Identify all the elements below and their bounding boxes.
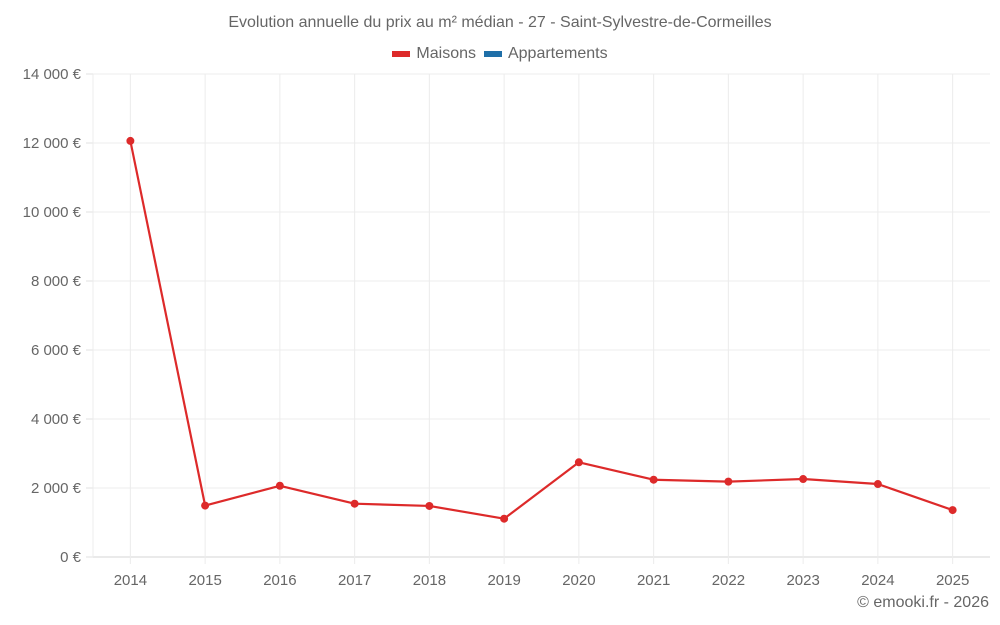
x-tick-label: 2017 [338,572,371,589]
x-tick-label: 2023 [786,572,819,589]
data-point[interactable] [126,136,135,145]
x-tick-label: 2019 [487,572,520,589]
data-point[interactable] [948,506,957,515]
x-tick-label: 2018 [413,572,446,589]
legend-label-maisons: Maisons [416,45,476,62]
y-tick-label: 12 000 € [23,135,82,152]
copyright-footer: © emooki.fr - 2026 [857,594,989,611]
chart-title: Evolution annuelle du prix au m² médian … [228,14,772,31]
y-tick-label: 8 000 € [31,273,82,290]
legend-item-maisons[interactable]: Maisons [392,45,476,63]
x-tick-label: 2016 [263,572,296,589]
chart-legend: Maisons Appartements [0,45,1000,63]
legend-label-appartements: Appartements [507,45,608,62]
data-point[interactable] [425,501,434,510]
data-point[interactable] [873,480,882,489]
x-tick-label: 2014 [114,572,147,589]
data-point[interactable] [799,475,808,484]
series-maisons [126,136,957,523]
data-point[interactable] [500,514,509,523]
x-tick-label: 2022 [712,572,745,589]
y-tick-label: 6 000 € [31,342,82,359]
x-tick-label: 2020 [562,572,595,589]
x-tick-label: 2024 [861,572,894,589]
x-tick-label: 2015 [188,572,221,589]
data-point[interactable] [350,499,359,508]
y-tick-label: 14 000 € [23,66,82,83]
y-tick-label: 4 000 € [31,411,82,428]
legend-swatch-appartements [483,51,502,57]
legend-swatch-maisons [392,51,411,57]
data-point[interactable] [574,458,583,467]
data-point[interactable] [724,477,733,486]
y-tick-label: 10 000 € [23,204,82,221]
data-point[interactable] [649,475,658,484]
data-point[interactable] [275,481,284,490]
y-tick-label: 2 000 € [31,480,82,497]
x-tick-label: 2025 [936,572,969,589]
y-tick-label: 0 € [60,549,82,566]
y-axis: 0 € 2 000 € 4 000 € 6 000 € 8 000 € 10 000 € 1… [23,66,82,566]
x-tick-label: 2021 [637,572,670,589]
grid-lines [86,73,990,564]
legend-item-appartements[interactable]: Appartements [483,45,608,63]
x-axis: 2014 2015 2016 2017 2018 2019 2020 2021 2022 2023… [114,572,970,589]
data-point[interactable] [201,501,210,510]
